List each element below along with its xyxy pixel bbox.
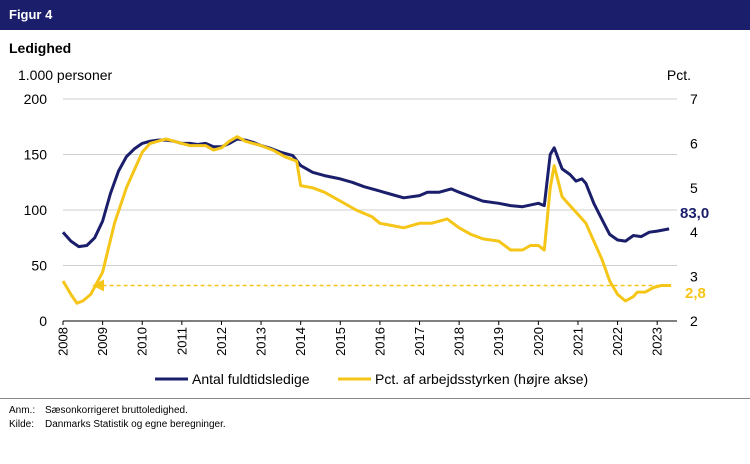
y-right-axis-label: Pct. xyxy=(667,67,691,83)
note-row: Kilde: Danmarks Statistik og egne beregni… xyxy=(9,418,226,432)
x-tick-label: 2009 xyxy=(95,327,110,356)
y-right-tick-label: 6 xyxy=(690,135,698,151)
x-tick-label: 2021 xyxy=(570,327,585,356)
y-right-tick-label: 2 xyxy=(690,313,698,329)
y-left-tick-label: 50 xyxy=(31,258,47,274)
x-tick-label: 2010 xyxy=(135,327,150,356)
x-tick-label: 2016 xyxy=(372,327,387,356)
end-label-antal: 83,0 xyxy=(680,205,709,222)
notes-divider xyxy=(0,398,750,399)
y-right-tick-label: 5 xyxy=(690,180,698,196)
x-tick-label: 2012 xyxy=(214,327,229,356)
x-tick-label: 2008 xyxy=(56,327,71,356)
y-right-tick-label: 3 xyxy=(690,269,698,285)
chart-title: Ledighed xyxy=(9,40,72,56)
x-tick-label: 2013 xyxy=(254,327,269,356)
y-left-tick-label: 0 xyxy=(39,313,47,329)
y-right-tick-label: 7 xyxy=(690,91,698,107)
x-tick-label: 2019 xyxy=(491,327,506,356)
x-tick-label: 2015 xyxy=(333,327,348,356)
x-tick-label: 2014 xyxy=(293,327,308,356)
x-tick-label: 2020 xyxy=(531,327,546,356)
series-line-antal-fuldtidsledige xyxy=(61,137,670,249)
x-tick-label: 2022 xyxy=(610,327,625,356)
y-left-tick-label: 150 xyxy=(24,147,48,163)
figure-label: Figur 4 xyxy=(9,7,53,22)
note-text: Danmarks Statistik og egne beregninger. xyxy=(45,419,226,430)
y-left-tick-label: 100 xyxy=(24,202,48,218)
figure-header-bar: Figur 4 xyxy=(0,0,750,30)
x-tick-label: 2011 xyxy=(174,327,189,355)
y-left-axis-label: 1.000 personer xyxy=(18,67,113,83)
notes: Anm.: Sæsonkorrigeret bruttoledighed. Kil… xyxy=(9,404,226,432)
x-tick-label: 2023 xyxy=(650,327,665,356)
end-label-pct: 2,8 xyxy=(685,285,706,302)
note-key: Anm.: xyxy=(9,405,36,416)
x-tick-label: 2017 xyxy=(412,327,427,356)
note-key: Kilde: xyxy=(9,419,35,430)
legend-label-pct: Pct. af arbejdsstyrken (højre akse) xyxy=(375,371,588,387)
y-left-tick-label: 200 xyxy=(24,91,48,107)
y-right-tick-label: 4 xyxy=(690,224,698,240)
note-row: Anm.: Sæsonkorrigeret bruttoledighed. xyxy=(9,404,226,418)
chart-area: 1.000 personer Pct. 0 50 100 150 200 2 3 4 5 6 7 2008… xyxy=(18,67,709,387)
series-line-pct-arbejdsstyrken xyxy=(61,135,672,305)
note-text: Sæsonkorrigeret bruttoledighed. xyxy=(45,405,188,416)
legend-label-antal: Antal fuldtidsledige xyxy=(192,371,310,387)
x-tick-label: 2018 xyxy=(452,327,467,356)
